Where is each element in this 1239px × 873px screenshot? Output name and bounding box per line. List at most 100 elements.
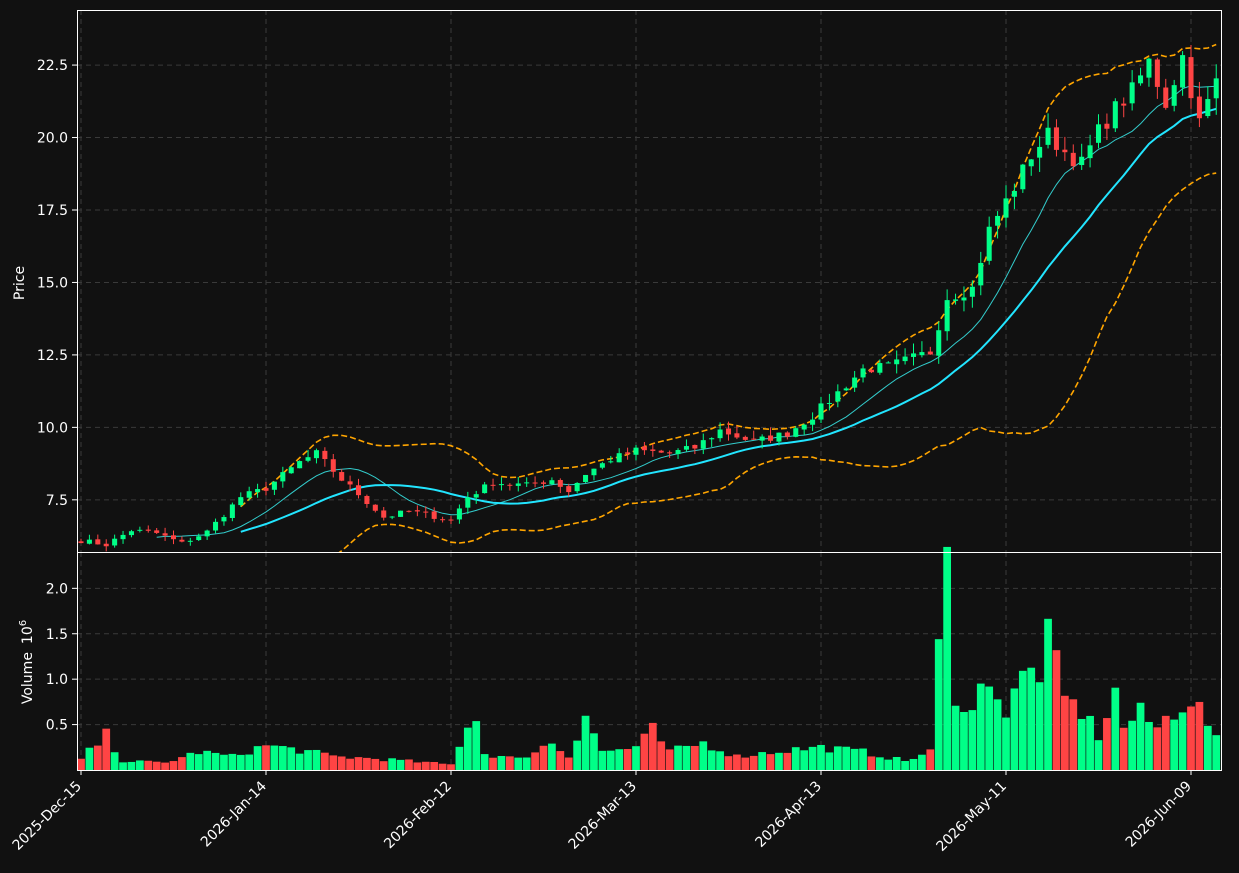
candle-body	[759, 436, 765, 441]
candle-body	[574, 482, 580, 492]
volume-exponent-base: 10	[20, 626, 36, 644]
volume-bar	[539, 745, 548, 770]
volume-bar	[665, 749, 674, 770]
volume-bar	[379, 761, 388, 770]
volume-bar	[77, 758, 85, 770]
volume-bar	[817, 744, 825, 770]
volume-bar	[312, 749, 321, 770]
volume-bar	[657, 741, 666, 770]
volume-bar	[682, 745, 691, 770]
volume-bar	[194, 754, 203, 770]
volume-ylabel: Volume 106	[18, 620, 36, 704]
candle-body	[927, 351, 933, 355]
volume-bar	[564, 757, 573, 770]
candle-body	[448, 519, 454, 521]
volume-bar	[489, 757, 497, 770]
volume-bar	[93, 745, 102, 770]
volume-bar	[598, 750, 607, 770]
candle-body	[330, 459, 336, 472]
candle-body	[170, 535, 177, 540]
volume-bar	[1060, 695, 1069, 770]
volume-bar	[430, 761, 439, 770]
volume-bar	[724, 756, 733, 770]
volume-bar	[615, 749, 624, 770]
volume-bar	[842, 746, 851, 770]
candle-body	[154, 530, 160, 533]
volume-bar	[1128, 720, 1137, 770]
volume-bar	[1103, 718, 1111, 770]
volume-bar	[480, 754, 489, 770]
volume-bar	[110, 752, 119, 770]
candle-body	[1121, 103, 1127, 106]
volume-bar	[581, 715, 590, 770]
candle-body	[1163, 87, 1169, 108]
volume-bar	[1119, 727, 1128, 770]
volume-bar	[833, 746, 842, 770]
volume-bar	[976, 683, 985, 770]
volume-bar	[1212, 735, 1221, 770]
volume-bar	[918, 754, 926, 770]
candle-body	[860, 368, 866, 378]
candle-body	[742, 436, 748, 440]
candle-body	[835, 391, 841, 402]
volume-bar	[371, 758, 380, 770]
volume-bar	[632, 746, 640, 770]
volume-bar	[867, 756, 876, 770]
volume-bar	[1178, 712, 1187, 770]
candle-body	[599, 463, 605, 468]
volume-bar	[985, 686, 994, 770]
volume-bar	[455, 746, 464, 770]
volume-bar	[808, 746, 817, 770]
candle-body	[498, 484, 504, 486]
candle-body	[482, 484, 488, 494]
volume-bar	[648, 722, 657, 770]
candle-body	[944, 300, 950, 332]
candle-body	[1045, 127, 1051, 145]
candle-body	[1011, 190, 1017, 197]
volume-bar	[1035, 682, 1044, 770]
volume-bar	[85, 747, 94, 770]
volume-bar	[1161, 715, 1170, 770]
candle-body	[583, 474, 589, 482]
candle-body	[255, 489, 261, 493]
volume-bar	[850, 748, 859, 770]
candle-body	[347, 481, 353, 485]
price-tick-label: 12.5	[37, 348, 68, 364]
price-tick-label: 17.5	[37, 203, 68, 219]
candle-body	[213, 521, 219, 531]
volume-bar	[346, 758, 354, 770]
candle-body	[532, 482, 538, 484]
candle-body	[1112, 101, 1118, 129]
volume-bar	[1018, 670, 1027, 770]
volume-bar	[278, 746, 287, 770]
price-tick-label: 15.0	[37, 275, 68, 291]
volume-frame	[77, 552, 1222, 771]
volume-bar	[178, 757, 186, 770]
volume-bar	[783, 752, 792, 770]
volume-bar	[438, 763, 447, 770]
price-yticks: 7.5 10.0 12.5 15.0 17.5 20.0 22.5	[37, 58, 77, 509]
price-ylabel: Price	[12, 266, 28, 300]
volume-ylabel-text: Volume	[20, 652, 36, 704]
candle-body	[381, 510, 387, 518]
volume-bar	[690, 745, 699, 770]
candle-body	[229, 504, 235, 518]
candle-body	[473, 494, 479, 498]
candle-body	[877, 363, 883, 373]
candle-body	[288, 467, 294, 474]
volume-bar	[1002, 717, 1010, 770]
candlesticks	[78, 45, 1219, 552]
volume-bars	[77, 546, 1221, 770]
candle-body	[633, 447, 639, 455]
candle-body	[902, 356, 908, 362]
candle-body	[751, 438, 757, 440]
volume-bar	[337, 756, 346, 770]
candle-body	[305, 457, 311, 461]
volume-bar	[1094, 740, 1103, 770]
candle-body	[566, 486, 572, 493]
candle-body	[641, 446, 647, 451]
volume-bar	[875, 757, 884, 770]
volume-bar	[472, 721, 481, 770]
candle-body	[919, 352, 925, 356]
volume-bar	[548, 743, 556, 770]
